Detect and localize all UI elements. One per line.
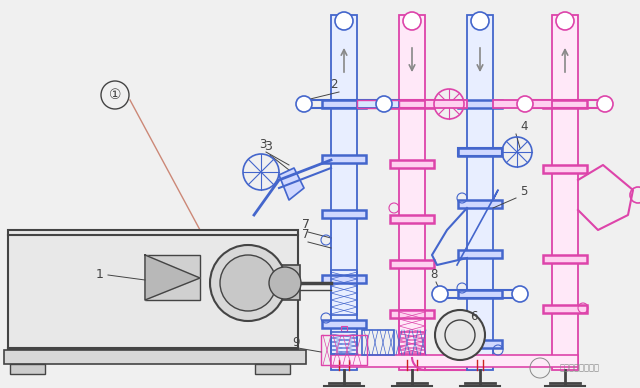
Circle shape [376, 96, 392, 112]
Text: 6: 6 [470, 310, 477, 323]
Bar [390, 100, 434, 108]
Bar [525, 100, 605, 108]
Bar [543, 100, 587, 108]
Bar [357, 100, 399, 108]
Circle shape [597, 96, 613, 112]
Bar [322, 155, 366, 163]
Text: 2: 2 [330, 78, 338, 91]
Text: 4: 4 [520, 120, 527, 133]
Circle shape [335, 12, 353, 30]
Bar [458, 148, 502, 156]
Bar [270, 265, 300, 300]
Text: 3: 3 [259, 138, 266, 151]
Bar [321, 335, 367, 365]
Bar [357, 100, 399, 108]
Bar [145, 255, 200, 300]
Bar [425, 100, 467, 108]
Bar [390, 100, 434, 108]
Bar [390, 160, 434, 168]
Bar [458, 250, 502, 258]
Circle shape [220, 255, 276, 311]
Circle shape [471, 12, 489, 30]
Bar [440, 290, 520, 298]
Bar [8, 230, 298, 350]
Circle shape [556, 12, 574, 30]
Polygon shape [279, 168, 304, 200]
Bar [458, 290, 502, 298]
Text: 1: 1 [96, 268, 104, 282]
Bar [10, 364, 45, 374]
Bar [331, 355, 578, 367]
Text: 3: 3 [264, 140, 272, 153]
Text: ①: ① [109, 88, 121, 102]
Text: 建筑工程鲁班联盟: 建筑工程鲁班联盟 [560, 364, 600, 372]
Bar [322, 210, 366, 218]
Bar [458, 200, 502, 208]
Polygon shape [145, 255, 200, 300]
Circle shape [435, 310, 485, 360]
Circle shape [269, 267, 301, 299]
Bar [458, 100, 502, 108]
Bar [322, 100, 366, 108]
Bar [255, 364, 290, 374]
Bar [399, 332, 425, 354]
Bar [228, 278, 248, 288]
Bar [458, 148, 502, 156]
Bar [331, 15, 357, 370]
Bar [390, 260, 434, 268]
Bar [322, 320, 366, 328]
Bar [458, 340, 502, 348]
Circle shape [403, 12, 421, 30]
Text: 8: 8 [430, 268, 437, 281]
Bar [390, 310, 434, 318]
Bar [390, 215, 434, 223]
Circle shape [432, 286, 448, 302]
Bar [467, 15, 493, 370]
Circle shape [210, 245, 286, 321]
Text: 9: 9 [292, 336, 300, 349]
Bar [331, 270, 357, 315]
Bar [304, 100, 384, 108]
Bar [399, 310, 425, 355]
Text: 7: 7 [302, 228, 310, 241]
Bar [543, 305, 587, 313]
Bar [552, 15, 578, 370]
Bar [543, 255, 587, 263]
Circle shape [512, 286, 528, 302]
Bar [543, 165, 587, 173]
Bar [4, 350, 306, 364]
Bar [493, 100, 552, 108]
Text: 5: 5 [520, 185, 527, 198]
Bar [399, 15, 425, 370]
Circle shape [517, 96, 533, 112]
Bar [331, 332, 357, 354]
Text: 7: 7 [302, 218, 310, 231]
Bar [322, 275, 366, 283]
Bar [362, 330, 394, 355]
Circle shape [296, 96, 312, 112]
Bar [341, 326, 347, 331]
